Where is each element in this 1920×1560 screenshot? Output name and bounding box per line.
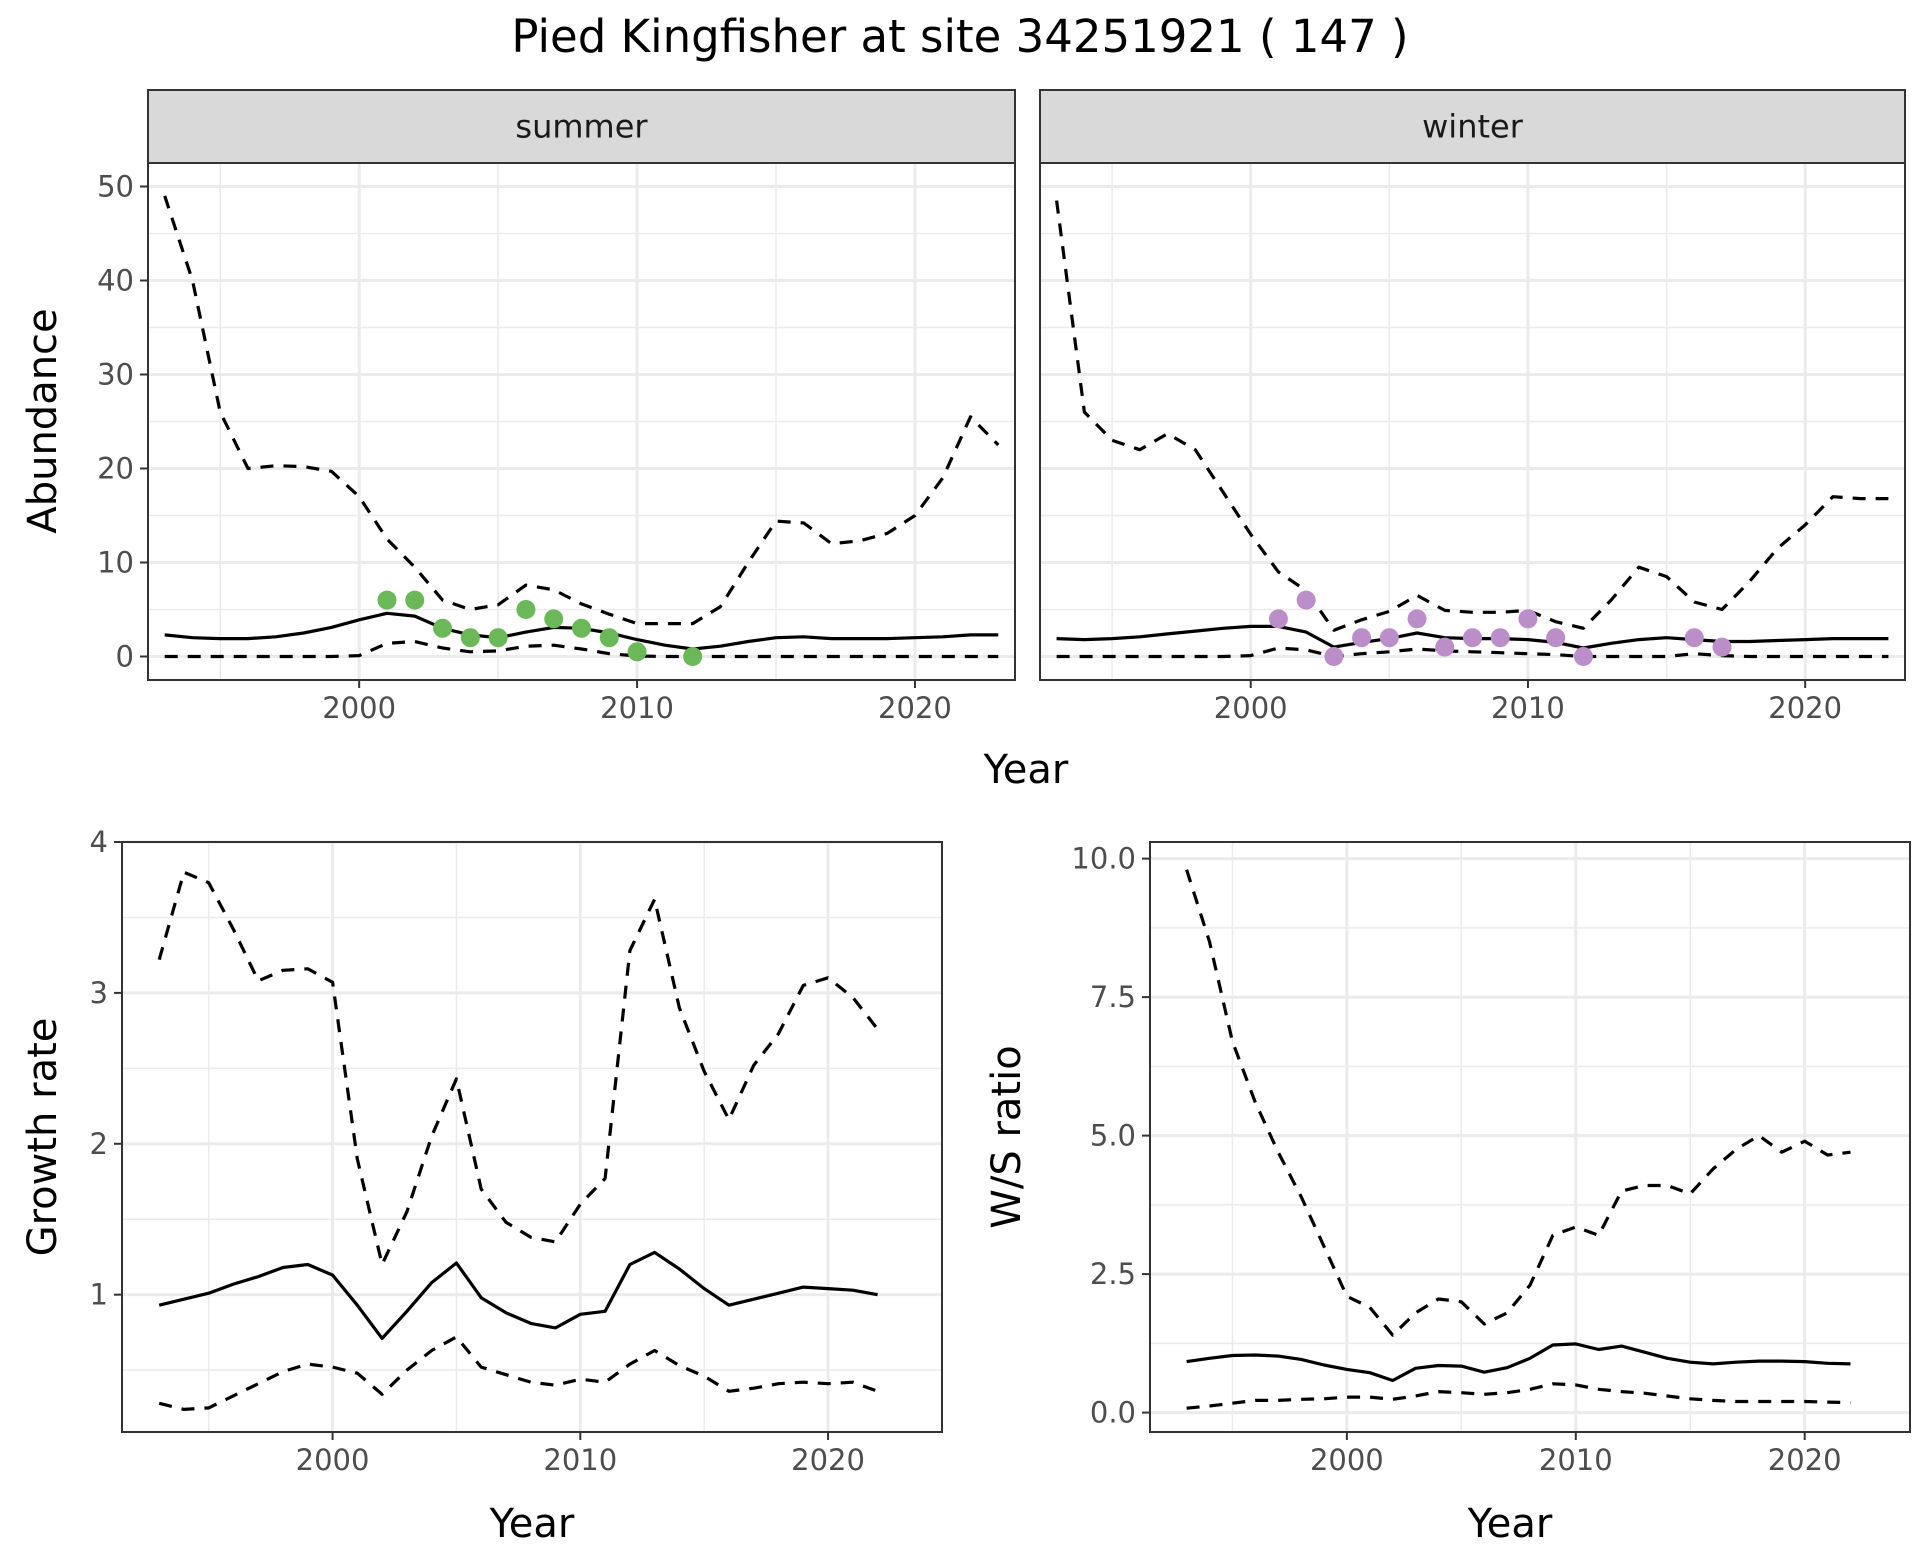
y-tick-label: 10 <box>97 546 134 580</box>
observation-point <box>1518 609 1538 629</box>
observation-point <box>1407 609 1427 629</box>
lower-bound-line <box>164 639 999 659</box>
y-tick-label: 2.5 <box>1090 1257 1136 1291</box>
estimate-line <box>158 1250 878 1341</box>
y-tick-label: 3 <box>90 976 108 1010</box>
facet-strip <box>147 89 1016 164</box>
observation-point <box>1435 637 1455 657</box>
observation-point <box>488 628 508 648</box>
observation-point <box>1268 609 1288 629</box>
y-axis-label: Growth rate <box>20 1018 66 1257</box>
observation-point <box>1463 628 1482 648</box>
observation-point <box>1490 628 1510 648</box>
lower-bound-line <box>1186 1382 1851 1410</box>
observation-point <box>1352 628 1372 648</box>
x-tick-label: 2000 <box>322 691 396 725</box>
lower-bound-line <box>1056 646 1889 659</box>
observation-point <box>572 618 591 638</box>
y-tick-label: 1 <box>90 1278 108 1312</box>
y-tick-label: 40 <box>97 264 134 298</box>
facet-strip-label: summer <box>515 108 648 146</box>
x-tick-label: 2000 <box>1214 691 1288 725</box>
lower-bound-line <box>158 1335 879 1412</box>
observation-point <box>1573 647 1593 666</box>
y-tick-label: 0 <box>116 640 134 674</box>
observation-point <box>516 600 536 619</box>
y-axis-label: Abundance <box>20 308 66 533</box>
x-tick-label: 2010 <box>1491 691 1565 725</box>
observation-point <box>377 590 397 610</box>
observation-point <box>544 609 564 629</box>
figure-title: Pied Kingfisher at site 34251921 ( 147 ) <box>511 10 1409 63</box>
y-tick-label: 30 <box>97 358 134 392</box>
observation-point <box>433 618 453 638</box>
observation-point <box>1379 628 1399 648</box>
y-tick-label: 0.0 <box>1090 1396 1136 1430</box>
observation-point <box>1296 590 1316 610</box>
observation-point <box>1712 637 1732 657</box>
y-axis-label: W/S ratio <box>984 1045 1030 1228</box>
x-axis-label-top: Year <box>983 747 1069 793</box>
y-tick-label: 7.5 <box>1090 980 1136 1014</box>
x-tick-label: 2000 <box>1310 1443 1384 1477</box>
y-tick-label: 5.0 <box>1090 1119 1136 1153</box>
observation-point <box>405 590 425 610</box>
facet-strip <box>1039 89 1906 164</box>
x-tick-label: 2010 <box>600 691 674 725</box>
estimate-line <box>1186 1342 1851 1383</box>
y-tick-label: 2 <box>90 1127 108 1161</box>
panel-border <box>1149 841 1911 1433</box>
observation-point <box>627 642 647 662</box>
observation-point <box>599 628 619 648</box>
x-axis-label: Year <box>1467 1501 1553 1547</box>
observation-point <box>1324 647 1344 666</box>
upper-bound-line <box>163 195 1000 626</box>
panel-border <box>121 841 943 1433</box>
facet-strip-label: winter <box>1422 108 1524 146</box>
observation-point <box>1546 628 1566 648</box>
x-axis-label: Year <box>489 1501 575 1547</box>
x-tick-label: 2000 <box>296 1443 370 1477</box>
panel-growth <box>114 840 943 1440</box>
x-tick-label: 2020 <box>1768 1443 1842 1477</box>
observation-point <box>460 628 480 648</box>
x-tick-label: 2020 <box>878 691 952 725</box>
x-tick-label: 2020 <box>1768 691 1842 725</box>
panel-ratio <box>1142 841 1911 1440</box>
y-tick-label: 50 <box>97 170 134 204</box>
panel-winter <box>1039 89 1906 688</box>
x-tick-label: 2010 <box>543 1443 617 1477</box>
observation-point <box>683 647 703 666</box>
upper-bound-line <box>1185 869 1851 1337</box>
panel-summer <box>140 89 1016 688</box>
observation-point <box>1684 628 1704 648</box>
upper-bound-line <box>1055 200 1889 632</box>
x-tick-label: 2020 <box>791 1443 865 1477</box>
y-tick-label: 4 <box>90 825 108 859</box>
x-tick-label: 2010 <box>1539 1443 1613 1477</box>
y-tick-label: 10.0 <box>1071 842 1136 876</box>
y-tick-label: 20 <box>97 452 134 486</box>
